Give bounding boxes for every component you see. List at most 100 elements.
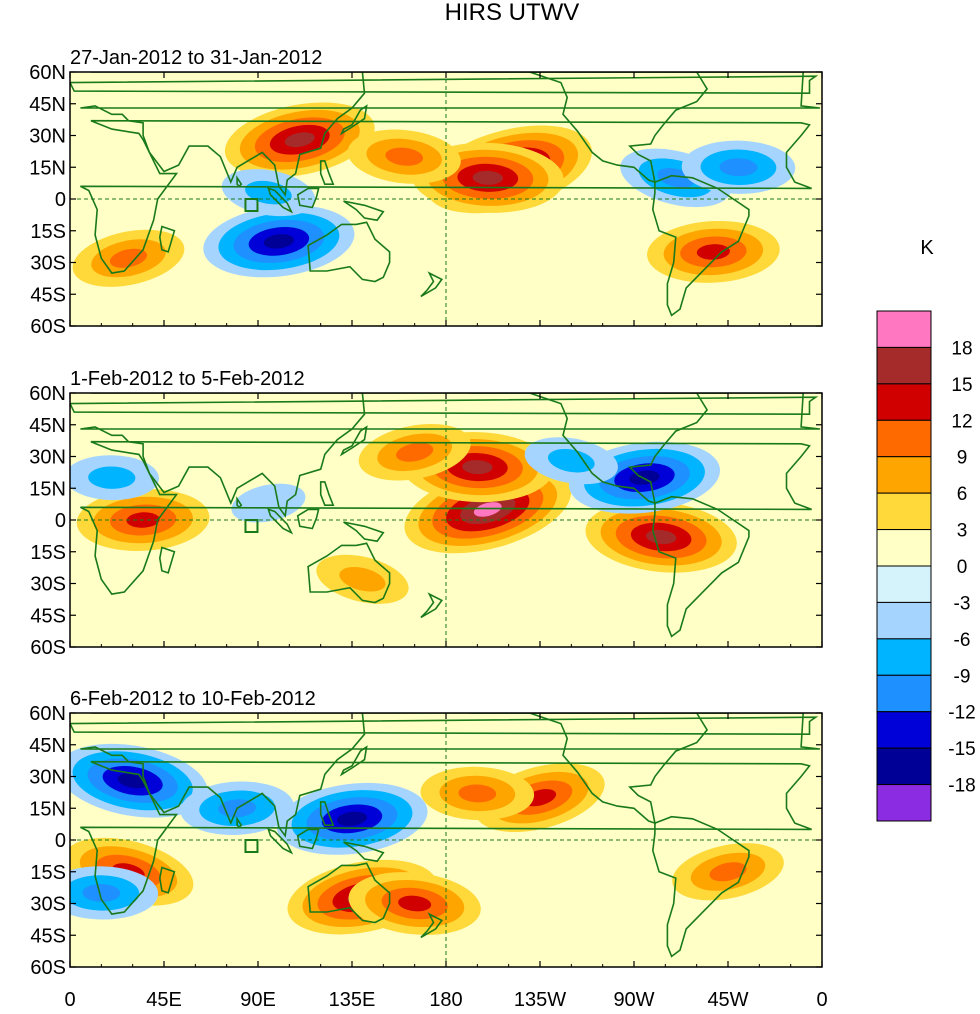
greenland-coastline	[695, 393, 730, 394]
colorbar-swatch	[876, 456, 932, 494]
sumatra-coastline	[267, 828, 294, 855]
y-tick-label: 45N	[29, 94, 66, 116]
y-tick-label: 30S	[30, 253, 66, 275]
eurasia-coastline	[80, 713, 820, 838]
borneo-coastline	[296, 828, 320, 850]
y-tick-label: 15N	[29, 478, 66, 500]
anomaly-warm-contour	[347, 129, 461, 184]
x-tick-label: 135E	[329, 989, 376, 1011]
y-tick-label: 15N	[29, 157, 66, 179]
colorbar-swatch	[876, 674, 932, 713]
y-tick-label: 30S	[30, 894, 66, 916]
y-tick-label: 60S	[30, 957, 66, 979]
africa-coastline	[80, 440, 812, 595]
colorbar-level-label: -18	[948, 776, 975, 797]
australia-coastline	[307, 862, 391, 924]
philippines-coastline	[319, 160, 335, 185]
anomaly-field	[70, 72, 822, 326]
contour-level	[263, 234, 294, 249]
colorbar-swatch	[876, 601, 932, 640]
region-box	[244, 839, 259, 853]
colorbar-swatch	[876, 346, 932, 385]
anomaly-warm-contour	[420, 766, 535, 821]
y-tick-label: 0	[55, 510, 66, 532]
colorbar-level-label: -3	[954, 593, 971, 614]
colorbar-units-label: K	[920, 237, 934, 259]
contour-level	[548, 448, 595, 473]
uk-coastline	[70, 396, 819, 416]
colorbar-swatch	[876, 747, 932, 786]
anomaly-cold-contour	[70, 455, 159, 501]
madagascar-coastline	[158, 225, 176, 253]
contour-level	[398, 895, 432, 912]
philippines-coastline	[319, 481, 335, 506]
y-tick-label: 45S	[30, 925, 66, 947]
contour-level	[339, 566, 386, 592]
panel-period-label: 1-Feb-2012 to 5-Feb-2012	[70, 368, 305, 390]
sri-lanka-coastline	[236, 816, 243, 829]
colorbar-level-label: 9	[957, 448, 968, 469]
greenland-coastline	[695, 713, 730, 714]
new-guinea-coastline	[343, 521, 385, 543]
contour-level	[696, 244, 730, 260]
chart-title: HIRS UTWV	[445, 0, 580, 26]
new-zealand-coastline	[420, 592, 444, 619]
panel-period-label: 6-Feb-2012 to 10-Feb-2012	[70, 688, 316, 710]
anomaly-field	[70, 393, 822, 647]
anomaly-field	[70, 713, 822, 967]
y-tick-label: 45S	[30, 605, 66, 627]
greenland-coastline	[695, 72, 730, 73]
madagascar-coastline	[158, 866, 176, 894]
anomaly-warm-contour	[72, 229, 185, 287]
x-tick-label: 0	[816, 989, 827, 1011]
colorbar-swatch	[876, 492, 932, 531]
contour-level	[88, 466, 136, 489]
contour-level	[284, 132, 315, 148]
sumatra-coastline	[267, 187, 294, 214]
contour-level	[473, 502, 502, 517]
borneo-coastline	[296, 187, 320, 209]
colorbar-level-label: 18	[951, 338, 972, 359]
y-tick-label: 30N	[29, 447, 66, 469]
y-tick-label: 30N	[29, 767, 66, 789]
new-guinea-coastline	[343, 200, 385, 222]
y-tick-label: 0	[55, 830, 66, 852]
x-tick-label: 90E	[240, 989, 276, 1011]
contour-level	[109, 248, 148, 268]
philippines-coastline	[319, 801, 335, 826]
colorbar-swatch	[876, 784, 932, 822]
y-tick-label: 60N	[29, 383, 66, 405]
x-tick-label: 45W	[707, 989, 748, 1011]
japan-coastline	[339, 745, 368, 777]
south-america-coastline	[651, 495, 750, 638]
x-tick-label: 90W	[613, 989, 654, 1011]
japan-coastline	[339, 425, 368, 457]
colorbar-swatch	[876, 529, 932, 567]
colorbar-level-label: 12	[951, 411, 972, 432]
y-tick-label: 30S	[30, 574, 66, 596]
australia-coastline	[307, 221, 391, 283]
madagascar-coastline	[158, 546, 176, 574]
region-box	[244, 519, 259, 533]
y-tick-label: 15S	[30, 542, 66, 564]
y-tick-label: 15S	[30, 862, 66, 884]
y-tick-label: 30N	[29, 126, 66, 148]
y-tick-label: 45S	[30, 284, 66, 306]
x-axis: 0 45E 90E 135E 180 135W 90W 45W 0	[64, 989, 827, 1011]
x-tick-label: 135W	[514, 989, 566, 1011]
anomaly-cold-contour	[276, 782, 428, 855]
region-box	[244, 198, 259, 212]
colorbar-swatch	[876, 419, 932, 458]
japan-coastline	[339, 104, 368, 136]
contour-level	[462, 460, 493, 475]
anomaly-warm-contour	[672, 843, 784, 901]
colorbar-level-label: -15	[948, 739, 975, 760]
colorbar-level-label: -6	[954, 630, 971, 651]
eurasia-coastline	[80, 393, 820, 518]
new-zealand-coastline	[420, 912, 444, 939]
africa-coastline	[80, 760, 812, 915]
panel-period-label: 27-Jan-2012 to 31-Jan-2012	[70, 47, 322, 69]
